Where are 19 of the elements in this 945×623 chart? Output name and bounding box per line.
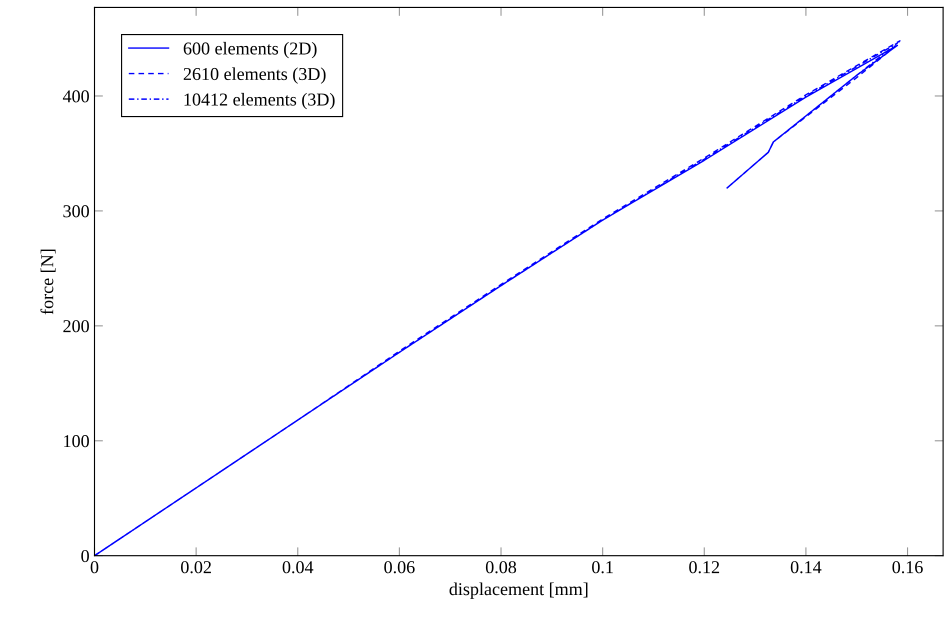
y-tick-label: 200 (63, 320, 89, 332)
y-tick-label: 400 (62, 90, 89, 102)
y-tick-label: 100 (64, 435, 89, 448)
x-tick-label: 0.16 (892, 561, 923, 574)
legend-label: 2610 elements (3D) (184, 67, 326, 84)
legend-label: 10412 elements (3D) (184, 92, 335, 110)
x-tick-label: 0.1 (592, 561, 613, 574)
x-tick-label: 0.12 (689, 561, 720, 574)
y-axis-title: force [N] (40, 250, 56, 314)
x-tick-label: 0.08 (486, 561, 516, 574)
x-axis-title: displacement [mm] (450, 582, 588, 599)
x-tick-label: 0.02 (181, 561, 211, 574)
y-tick-label: 0 (81, 550, 89, 562)
x-tick-label: 0.06 (384, 561, 415, 574)
y-tick-label: 300 (63, 205, 89, 218)
x-tick-label: 0.14 (790, 561, 822, 574)
x-tick-label: 0.04 (282, 561, 314, 574)
legend-label: 600 elements (2D) (184, 42, 317, 58)
x-tick-label: 0 (90, 561, 98, 574)
